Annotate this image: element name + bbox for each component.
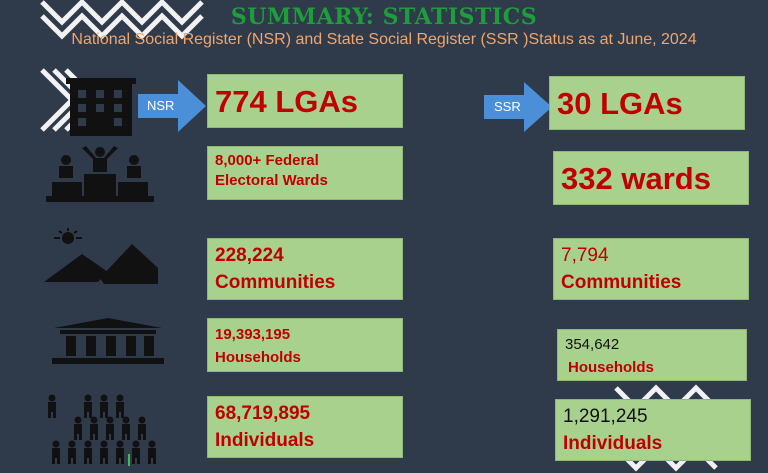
nsr-wards-line2: Electoral Wards <box>215 172 328 190</box>
nsr-arrow-icon <box>138 80 206 132</box>
landscape-sun-icon <box>44 228 158 284</box>
ssr-label: SSR <box>494 99 521 114</box>
page-title: SUMMARY: STATISTICS <box>230 4 538 30</box>
nsr-wards-box: 8,000+ Federal Electoral Wards <box>207 146 403 200</box>
ssr-individuals-value: 1,291,245 <box>563 406 648 427</box>
ssr-communities-label: Communities <box>561 271 682 293</box>
ssr-households-box: 354,642 Households <box>557 329 747 381</box>
ssr-communities-box: 7,794 Communities <box>553 238 749 300</box>
ssr-lgas-value: 30 LGAs <box>557 86 683 121</box>
nsr-communities-box: 228,224 Communities <box>207 238 403 300</box>
nsr-households-label: Households <box>215 349 301 367</box>
ssr-households-value: 354,642 <box>565 336 620 353</box>
ssr-arrow-icon <box>484 82 552 132</box>
nsr-households-value: 19,393,195 <box>215 326 291 343</box>
population-icon <box>48 394 156 466</box>
ssr-lgas-box: 30 LGAs <box>549 76 745 130</box>
nsr-individuals-label: Individuals <box>215 429 315 451</box>
nsr-lgas-value: 774 LGAs <box>215 84 359 119</box>
ssr-households-label: Households <box>568 358 654 376</box>
podium-icon <box>46 146 154 202</box>
ssr-communities-value: 7,794 <box>561 245 609 266</box>
government-building-icon <box>52 318 164 364</box>
nsr-individuals-value: 68,719,895 <box>215 403 311 424</box>
nsr-communities-label: Communities <box>215 271 336 293</box>
nsr-households-box: 19,393,195 Households <box>207 318 403 372</box>
page-subtitle: National Social Register (NSR) and State… <box>71 31 697 48</box>
nsr-label: NSR <box>147 98 175 113</box>
building-icon <box>66 78 136 136</box>
ssr-individuals-box: 1,291,245 Individuals <box>555 399 751 461</box>
ssr-wards-box: 332 wards <box>553 151 749 205</box>
nsr-wards-line1: 8,000+ Federal <box>215 152 319 169</box>
ssr-individuals-label: Individuals <box>563 432 663 454</box>
ssr-wards-value: 332 wards <box>561 161 711 196</box>
nsr-lgas-box: 774 LGAs <box>207 74 403 128</box>
nsr-communities-value: 228,224 <box>215 245 284 266</box>
nsr-individuals-box: 68,719,895 Individuals <box>207 396 403 458</box>
